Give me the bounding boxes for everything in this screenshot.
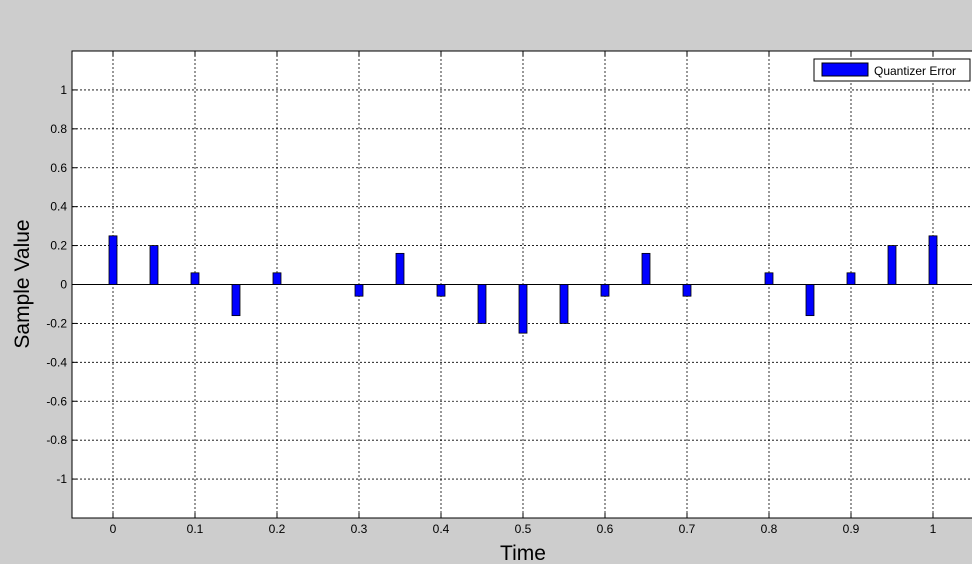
- y-tick-label: 0: [60, 278, 67, 292]
- bar: [354, 284, 364, 297]
- bar: [682, 284, 692, 297]
- bar: [149, 245, 159, 285]
- bar: [764, 272, 774, 285]
- bar: [928, 235, 938, 285]
- axis-ticks: 0 0.1 0.2 0.3 0.4 0.5 0.6 0.7 0.8 0.9 1 1 0.8 0.6 0.4 0…: [46, 51, 937, 536]
- x-tick-label: 0.3: [351, 522, 368, 536]
- x-tick-label: 1: [930, 522, 937, 536]
- x-tick-label: 0.7: [679, 522, 696, 536]
- x-axis-label: Time: [500, 542, 546, 564]
- y-tick-label: -1: [56, 472, 67, 486]
- bar: [887, 245, 897, 285]
- y-tick-label: 0.8: [50, 122, 67, 136]
- y-tick-label: 0.2: [50, 239, 67, 253]
- bar: [231, 284, 241, 317]
- legend-swatch: [821, 62, 869, 77]
- y-tick-label: 0.4: [50, 200, 67, 214]
- bar: [846, 272, 856, 285]
- y-tick-label: -0.8: [46, 433, 67, 447]
- x-tick-label: 0.1: [187, 522, 204, 536]
- bar: [805, 284, 815, 317]
- x-tick-label: 0.4: [433, 522, 450, 536]
- x-tick-label: 0.2: [269, 522, 286, 536]
- legend[interactable]: Quantizer Error: [813, 58, 971, 82]
- x-tick-label: 0.9: [843, 522, 860, 536]
- x-tick-label: 0.6: [597, 522, 614, 536]
- y-tick-label: 1: [60, 83, 67, 97]
- y-tick-label: -0.6: [46, 394, 67, 408]
- bar: [436, 284, 446, 297]
- bar: [108, 235, 118, 285]
- y-tick-label: 0.6: [50, 161, 67, 175]
- bar: [518, 284, 528, 334]
- y-tick-label: -0.4: [46, 355, 67, 369]
- bar: [395, 252, 405, 285]
- bar: [272, 272, 282, 285]
- y-tick-label: -0.2: [46, 316, 67, 330]
- x-tick-label: 0: [110, 522, 117, 536]
- bar: [641, 252, 651, 285]
- bar-series: [108, 235, 938, 334]
- x-tick-label: 0.5: [515, 522, 532, 536]
- x-tick-label: 0.8: [761, 522, 778, 536]
- bar: [190, 272, 200, 285]
- bar: [477, 284, 487, 324]
- legend-label: Quantizer Error: [874, 64, 956, 78]
- bar: [559, 284, 569, 324]
- y-axis-label: Sample Value: [11, 219, 34, 348]
- bar: [600, 284, 610, 297]
